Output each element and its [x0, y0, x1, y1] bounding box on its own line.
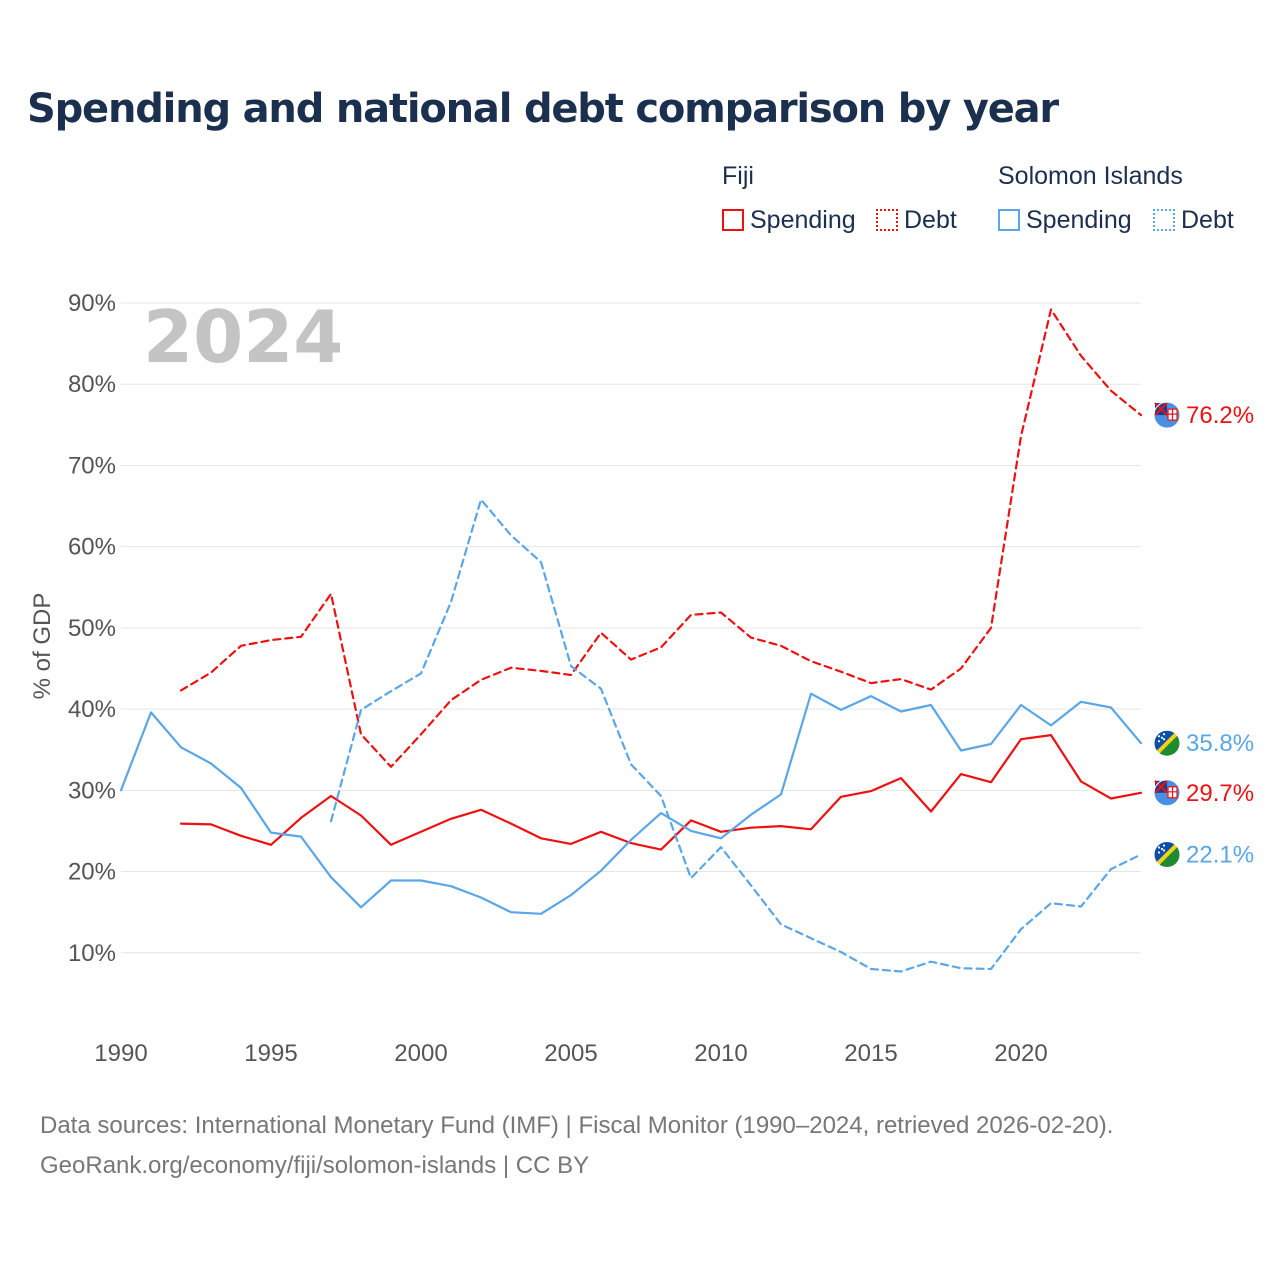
- y-axis-ticks: 10% 20% 30% 40% 50% 60% 70% 80% 90%: [68, 290, 116, 967]
- y-tick-label: 40%: [68, 696, 116, 723]
- data-source-note: Data sources: International Monetary Fun…: [40, 1112, 1114, 1139]
- end-value-label: 29.7%: [1186, 780, 1254, 807]
- footer: Data sources: International Monetary Fun…: [40, 1106, 1113, 1186]
- x-tick-label: 2015: [844, 1040, 897, 1067]
- chart-title: Spending and national debt comparison by…: [27, 86, 1059, 132]
- legend-group-fiji: Fiji: [722, 162, 754, 190]
- legend-swatch-fiji-debt: [876, 209, 898, 231]
- x-tick-label: 1990: [94, 1040, 147, 1067]
- end-value-label: 76.2%: [1186, 402, 1254, 429]
- y-tick-label: 80%: [68, 371, 116, 398]
- x-tick-label: 2000: [394, 1040, 447, 1067]
- series-line-fiji-spending[interactable]: [179, 734, 1143, 851]
- x-tick-label: 2020: [994, 1040, 1047, 1067]
- legend-swatch-solomon-spending: [998, 209, 1020, 231]
- solomon-islands-flag-icon: [1153, 729, 1181, 757]
- x-axis-ticks: 1990 1995 2000 2005 2010 2015 2020: [94, 1040, 1047, 1067]
- y-tick-label: 70%: [68, 452, 116, 479]
- year-watermark: 2024: [143, 295, 343, 379]
- end-marker-layer: 29.7% 76.2% 35.8% 22.1%: [1153, 401, 1254, 868]
- end-value-label: 22.1%: [1186, 841, 1254, 868]
- solomon-islands-flag-icon: [1153, 841, 1181, 868]
- legend-label: Spending: [1026, 205, 1132, 234]
- source-link[interactable]: GeoRank.org/economy/fiji/solomon-islands…: [40, 1152, 590, 1179]
- legend-group-solomon-islands: Solomon Islands: [998, 162, 1183, 190]
- x-tick-label: 2005: [544, 1040, 597, 1067]
- legend-label: Spending: [750, 205, 856, 234]
- y-tick-label: 30%: [68, 777, 116, 804]
- line-chart: 2024 % of GDP 10% 20% 30% 40% 50% 60% 70% 80% 90…: [29, 290, 1254, 1067]
- y-tick-label: 60%: [68, 534, 116, 561]
- legend-swatch-fiji-spending: [722, 209, 744, 231]
- y-tick-label: 50%: [68, 615, 116, 642]
- legend-item-solomon-debt[interactable]: Debt: [1153, 204, 1234, 236]
- legend-item-fiji-spending[interactable]: Spending: [722, 204, 856, 236]
- end-value-label: 35.8%: [1186, 730, 1254, 757]
- legend-swatch-solomon-debt: [1153, 209, 1175, 231]
- series-line-fiji-debt[interactable]: [179, 308, 1143, 768]
- legend-label: Debt: [1181, 205, 1234, 234]
- series-line-solomon-islands-debt[interactable]: [329, 498, 1143, 973]
- y-tick-label: 20%: [68, 859, 116, 886]
- series-layer: [119, 308, 1143, 973]
- fiji-flag-icon: [1153, 401, 1181, 429]
- fiji-flag-icon: [1153, 779, 1181, 807]
- legend-label: Debt: [904, 205, 957, 234]
- y-tick-label: 10%: [68, 940, 116, 967]
- legend-item-fiji-debt[interactable]: Debt: [876, 204, 957, 236]
- legend-item-solomon-spending[interactable]: Spending: [998, 204, 1132, 236]
- y-tick-label: 90%: [68, 290, 116, 317]
- y-axis-title: % of GDP: [29, 593, 56, 700]
- x-tick-label: 2010: [694, 1040, 747, 1067]
- grid-layer: [121, 302, 1141, 954]
- series-line-solomon-islands-spending[interactable]: [119, 692, 1143, 915]
- x-tick-label: 1995: [244, 1040, 297, 1067]
